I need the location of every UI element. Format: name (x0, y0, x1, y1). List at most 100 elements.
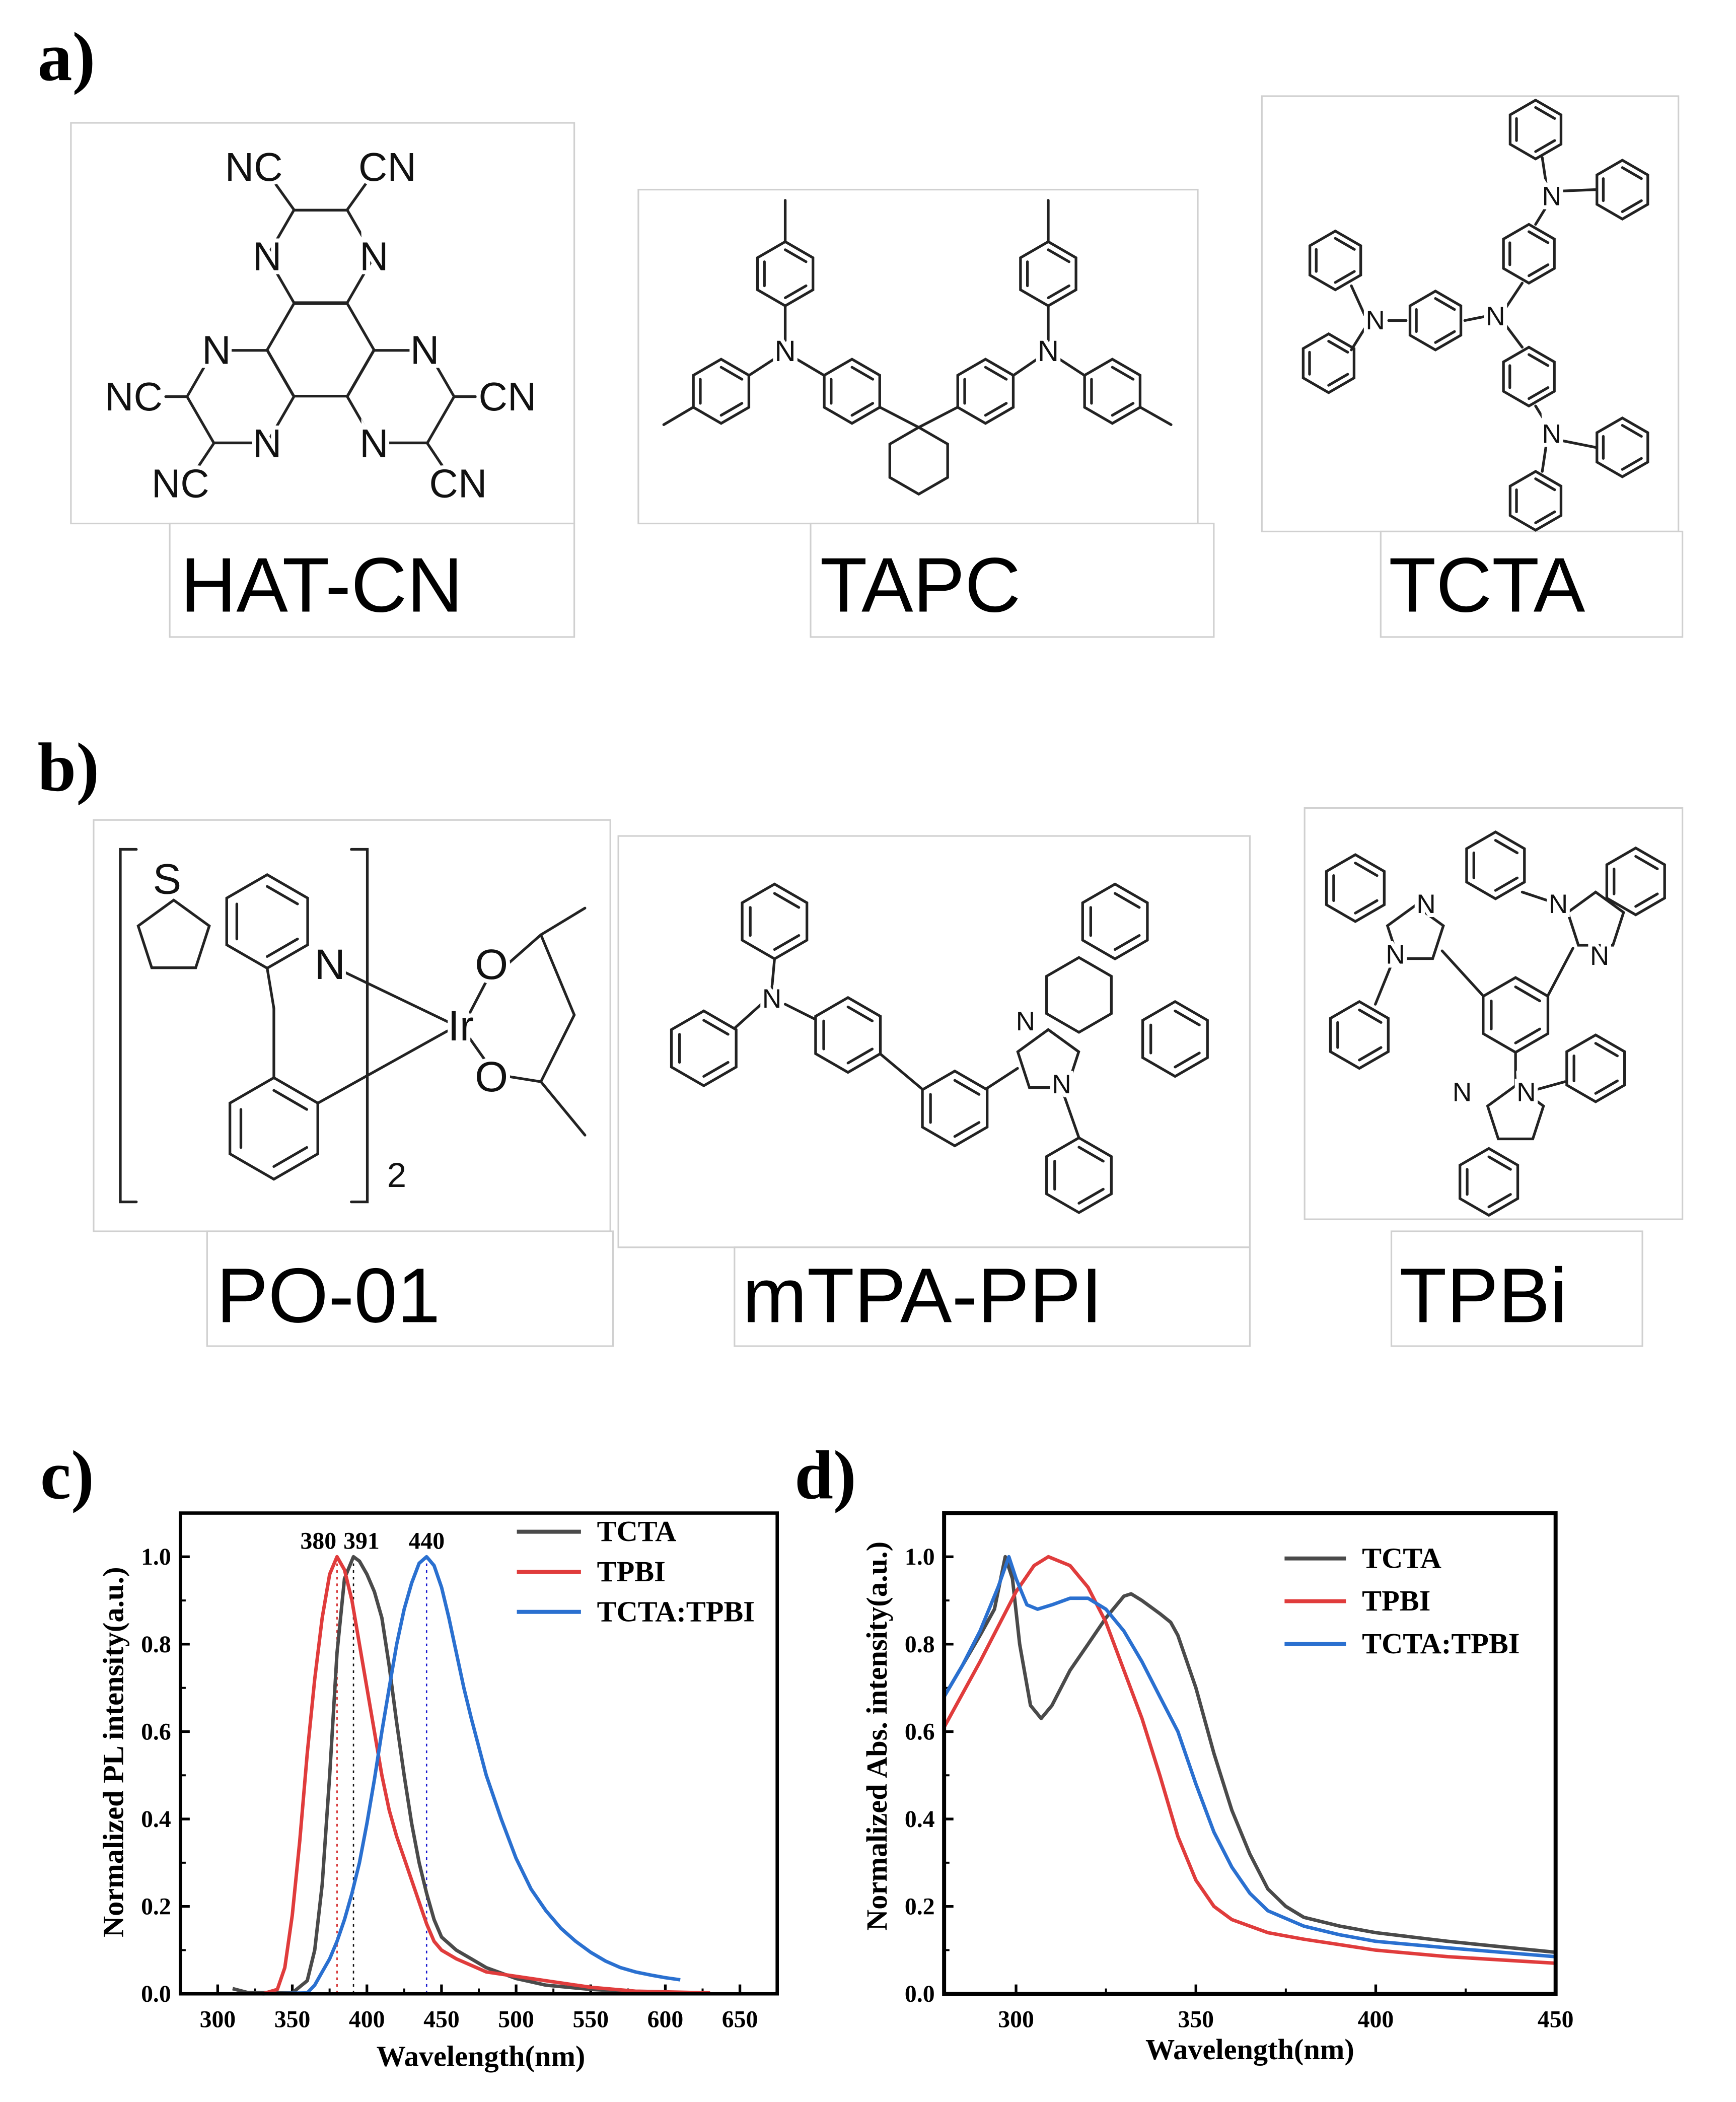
atom-label: N (410, 327, 439, 372)
bond (793, 357, 826, 377)
bond (1113, 892, 1141, 909)
chart-abs-spectra: 300 350 400 450 0.0 0.2 0.4 0.6 0.8 1.0 Wavelengt… (860, 1511, 1573, 2066)
atom-label: S (153, 855, 181, 902)
y-tick-label: 0.8 (141, 1631, 171, 1658)
atom-label: N (775, 335, 796, 368)
bond (539, 906, 587, 936)
bond (773, 892, 801, 909)
bond (773, 934, 801, 951)
bond (1504, 324, 1524, 349)
legend-label: TCTA:TPBI (597, 1595, 755, 1628)
bond (1354, 862, 1379, 877)
bond (1354, 899, 1379, 915)
bond (1594, 1042, 1619, 1058)
atom-label: CN (479, 374, 537, 419)
peak-label: 391 (343, 1527, 380, 1554)
ring-hexagon (1081, 882, 1149, 961)
bond (1487, 1193, 1512, 1209)
ring-hexagon (1502, 345, 1556, 408)
molecule-name-tcta: TCTA (1389, 542, 1585, 628)
bond (469, 1037, 488, 1063)
ring-hexagon (1508, 470, 1563, 532)
panel-label-a: a) (38, 18, 96, 95)
bond (846, 1005, 874, 1022)
bond (1525, 1080, 1566, 1094)
bond (426, 442, 445, 469)
bond (539, 1080, 587, 1137)
atom-label: N (202, 327, 231, 372)
bond (272, 1146, 309, 1168)
atom-label: N (315, 940, 345, 988)
x-tick-label: 350 (1178, 2006, 1214, 2033)
bond (1139, 406, 1173, 426)
ring-hexagon (814, 996, 882, 1074)
x-tick-label: 450 (423, 2006, 460, 2033)
x-axis-title-c: Wavelength(nm) (377, 2040, 586, 2072)
ring-hexagon (1565, 1033, 1626, 1103)
bond (953, 1079, 981, 1096)
bond (783, 248, 808, 263)
atom-label: N (1038, 335, 1059, 368)
bond (1621, 199, 1643, 213)
chart-pl-spectra: 300 350 400 450 500 550 600 650 0.0 0.2 0.4 0.6 0.8 1… (97, 1511, 779, 2072)
ring-pentagon (1386, 903, 1445, 960)
ring-hexagon (1459, 1147, 1520, 1217)
x-tick-label: 600 (647, 2006, 684, 2033)
atom-label: N (1590, 941, 1609, 971)
y-axis-title-d: Normalized Abs. intensity(a.u.) (860, 1542, 893, 1931)
molecule-name-tpbi: TPBi (1399, 1252, 1567, 1339)
bond (266, 885, 299, 905)
bond (1534, 106, 1556, 120)
x-tick-label: 500 (498, 2006, 534, 2033)
bond (1534, 205, 1548, 226)
bond (1487, 1155, 1512, 1171)
y-tick-label: 0.4 (141, 1806, 171, 1833)
series-line-tcta (232, 1555, 650, 1995)
bond (343, 970, 449, 1023)
bond (1334, 270, 1356, 284)
atom-label: N (1453, 1078, 1472, 1107)
structure-tapc: TAPC N N (637, 188, 1215, 638)
bond (1528, 386, 1550, 400)
bond (984, 402, 1008, 417)
bond (1528, 263, 1550, 277)
bond (1634, 855, 1659, 871)
ring-hexagon (1301, 332, 1356, 394)
bond (1634, 892, 1659, 908)
x-tick-label: 300 (200, 2006, 236, 2033)
atom-label: NC (105, 374, 163, 419)
x-tick-label: 650 (722, 2006, 758, 2033)
y-tick-label: 1.0 (141, 1544, 171, 1570)
bond (1174, 1052, 1201, 1069)
bond (719, 366, 744, 381)
structure-mtpa-ppi: mTPA-PPI N N N (617, 835, 1251, 1347)
bond (1327, 373, 1349, 387)
bond (1534, 477, 1556, 492)
y-tick-label: 0.4 (905, 1806, 935, 1833)
bond (1528, 353, 1550, 367)
bond (1561, 439, 1597, 449)
ring-hexagon (1508, 98, 1563, 161)
atom-label: N (359, 421, 388, 466)
atom-label: NC (225, 145, 283, 189)
bond (1541, 443, 1548, 473)
ring-pentagon (1016, 1028, 1080, 1089)
ring-hexagon (1325, 853, 1386, 923)
bond (1047, 248, 1070, 263)
structure-tcta: TCTA N N N N (1261, 95, 1684, 638)
bond (506, 933, 542, 966)
bond (1534, 404, 1548, 425)
structure-hat-cn: HAT-CN N N N N N N NC CN NC NC CN CN (70, 122, 575, 638)
legend-label: TCTA:TPBI (1362, 1627, 1520, 1660)
bond (917, 406, 959, 429)
bond (196, 442, 215, 469)
molecule-name-po-01: PO-01 (216, 1252, 441, 1339)
bond (850, 366, 875, 381)
bond (1174, 1009, 1201, 1026)
bond (985, 1067, 1019, 1090)
bond (702, 1061, 730, 1078)
legend-label: TCTA (1362, 1542, 1441, 1574)
ring-hexagon (1596, 416, 1649, 478)
atom-label: O (475, 940, 508, 988)
